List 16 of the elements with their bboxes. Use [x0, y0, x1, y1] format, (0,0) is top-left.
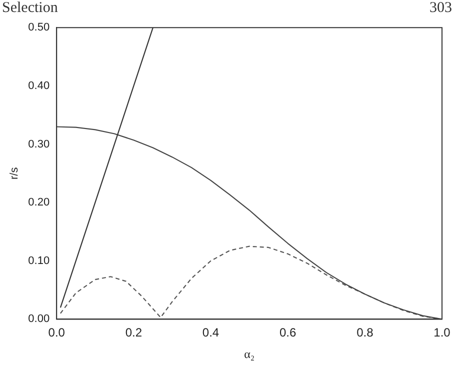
- y-tick-label: 0.50: [28, 22, 50, 34]
- text: 303: [430, 0, 452, 17]
- y-tick-label: 0.30: [28, 138, 50, 150]
- text: Selection: [2, 0, 58, 17]
- y-axis-title: r/s: [8, 166, 21, 180]
- x-tick-label: 0.8: [356, 326, 374, 340]
- x-tick-label: 1.0: [434, 326, 451, 340]
- y-tick-label: 0.10: [28, 254, 50, 267]
- x-tick-label: 0.4: [202, 326, 220, 340]
- x-axis-title: α₂: [244, 346, 255, 361]
- y-tick-label: 0.00: [28, 313, 50, 326]
- x-tick-label: 0.6: [280, 326, 297, 340]
- x-tick-label: 0.2: [125, 326, 142, 340]
- x-tick-label: 0.0: [48, 326, 66, 340]
- y-tick-label: 0.40: [28, 80, 50, 92]
- y-tick-label: 0.20: [28, 196, 50, 209]
